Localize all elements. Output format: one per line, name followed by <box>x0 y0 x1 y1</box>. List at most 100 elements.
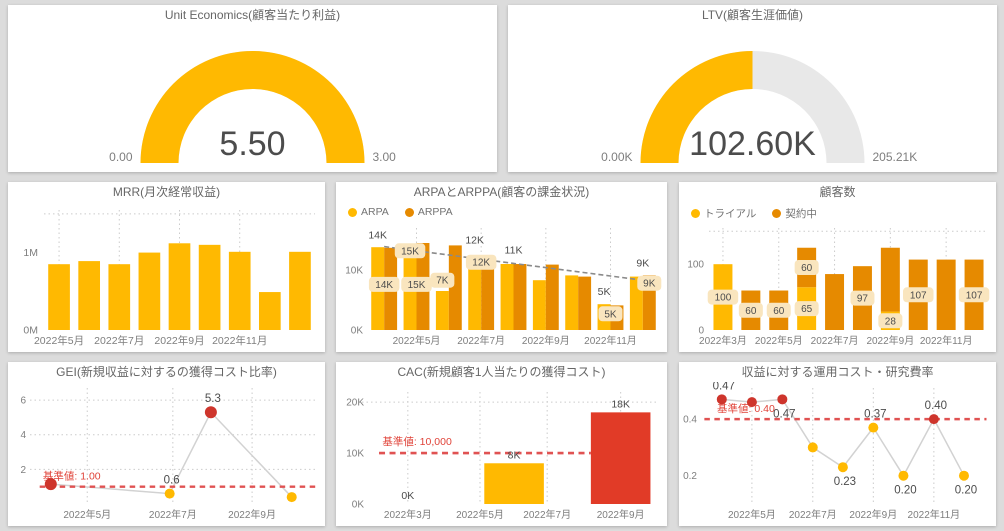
arpa-bar[interactable] <box>468 259 482 330</box>
gauge-value: 5.50 <box>219 125 285 163</box>
x-tick-label: 2022年5月 <box>63 508 111 521</box>
y-tick-label: 0.2 <box>683 471 697 482</box>
data-label: 107 <box>910 290 927 301</box>
mrr-bar[interactable] <box>78 261 101 330</box>
arpa-legend-label: ARPA <box>361 206 389 218</box>
chart-title-customers: 顧客数 <box>819 185 856 199</box>
data-point[interactable] <box>777 394 788 405</box>
mrr-bar[interactable] <box>289 251 311 330</box>
data-point[interactable] <box>807 442 818 453</box>
mrr-bar[interactable] <box>108 264 131 330</box>
chart-title-unit-economics: Unit Economics(顧客当たり利益) <box>164 8 341 22</box>
arppa-bar[interactable] <box>481 260 495 330</box>
cac-bar-chart[interactable]: 2022年3月 2022年5月 2022年7月 2022年9月 0K 10K 20K 基準値:… <box>336 382 667 524</box>
data-label: 14K <box>375 280 393 291</box>
data-point[interactable] <box>868 422 879 433</box>
mrr-bar[interactable] <box>258 292 281 330</box>
data-label-box <box>401 276 432 292</box>
data-point[interactable] <box>898 470 909 481</box>
card-unit-economics: Unit Economics(顧客当たり利益) 5.50 0.00 3.00 <box>8 5 497 172</box>
y-tick-label: 0 <box>698 326 704 337</box>
data-label-box <box>598 306 623 322</box>
legend-item-arpa[interactable]: ARPA <box>348 206 389 218</box>
data-point[interactable] <box>286 492 297 503</box>
threshold-label: 基準値: 10,000 <box>382 435 452 448</box>
series-line <box>50 410 293 498</box>
data-label: 0.37 <box>864 409 886 421</box>
customers-stacked-chart[interactable]: 2022年3月 2022年5月 2022年7月 2022年9月 2022年11月 0 100… <box>679 202 996 350</box>
data-point[interactable] <box>716 394 727 405</box>
data-label: 18K <box>611 398 630 410</box>
arppa-bar[interactable] <box>578 276 592 330</box>
data-label: 65 <box>801 304 813 315</box>
data-label: 11K <box>505 245 523 257</box>
gei-line-chart[interactable]: 2022年5月 2022年7月 2022年9月 2 4 6 基準値: 1.00 0.6 5.3 <box>8 382 325 524</box>
data-point[interactable] <box>44 478 57 491</box>
legend-item-arppa[interactable]: ARPPA <box>404 206 453 218</box>
data-point[interactable] <box>958 470 969 481</box>
ltv-gauge[interactable]: 102.60K 0.00K 205.21K <box>508 25 997 170</box>
mrr-bar[interactable] <box>48 264 70 330</box>
trend-line <box>384 245 643 281</box>
data-label: 12K <box>465 235 484 247</box>
data-label-box <box>637 275 662 291</box>
x-tick-label: 2022年9月 <box>522 334 570 347</box>
arppa-bar[interactable] <box>545 264 559 330</box>
contract-bar-segment[interactable] <box>880 247 900 312</box>
data-label-box <box>794 259 819 275</box>
data-point[interactable] <box>746 397 757 408</box>
y-tick-label: 0K <box>352 500 365 511</box>
mrr-bar[interactable] <box>198 244 221 330</box>
chart-title-arpa-arppa: ARPAとARPPA(顧客の課金状況) <box>413 185 590 199</box>
cac-bar[interactable] <box>484 463 544 504</box>
mrr-bar-chart[interactable]: 2022年5月 2022年7月 2022年9月 2022年11月 0M 1M <box>8 202 325 350</box>
card-customers: 顧客数 トライアル 契約中 2022年3月 2022年5月 2022年7月 2022年… <box>679 182 996 352</box>
x-tick-label: 2022年9月 <box>849 508 897 521</box>
arppa-bar[interactable] <box>448 245 462 330</box>
legend-item-contract[interactable]: 契約中 <box>772 206 817 221</box>
data-point[interactable] <box>164 488 175 499</box>
threshold-label: 基準値: 1.00 <box>43 470 101 483</box>
data-label: 60 <box>801 263 813 274</box>
data-label-box <box>465 254 497 270</box>
arpa-bar[interactable] <box>565 275 579 330</box>
arpa-bar[interactable] <box>500 264 514 330</box>
data-label: 7K <box>436 276 449 287</box>
x-tick-label: 2022年9月 <box>228 508 276 521</box>
arpa-bar[interactable] <box>435 291 449 330</box>
y-tick-label: 0M <box>23 325 38 337</box>
contract-legend-label: 契約中 <box>785 208 817 220</box>
arpa-arppa-chart[interactable]: 2022年5月 2022年7月 2022年9月 2022年11月 0K 10K 14K 14K… <box>336 202 667 350</box>
mrr-bar[interactable] <box>168 243 191 330</box>
unit-economics-gauge[interactable]: 5.50 0.00 3.00 <box>8 25 497 170</box>
data-label: 0.47 <box>773 408 795 420</box>
y-tick-label: 6 <box>20 396 26 407</box>
data-label: 5.3 <box>205 393 221 405</box>
card-gei: GEI(新規収益に対するの獲得コスト比率) 2022年5月 2022年7月 2022… <box>8 362 325 526</box>
cost-ratio-line-chart[interactable]: 2022年5月 2022年7月 2022年9月 2022年11月 0.2 0.4 基準値: … <box>679 382 996 524</box>
contract-bar-segment[interactable] <box>936 259 956 330</box>
y-tick-label: 4 <box>20 430 26 441</box>
data-label: 28 <box>885 316 897 327</box>
chart-title-mrr: MRR(月次経常収益) <box>112 185 221 199</box>
legend-item-trial[interactable]: トライアル <box>691 206 756 221</box>
cac-bar[interactable] <box>590 412 651 504</box>
contract-bar-segment[interactable] <box>825 274 845 330</box>
gauge-arc <box>640 51 753 163</box>
data-point[interactable] <box>204 406 217 419</box>
trial-legend-dot <box>691 209 700 218</box>
mrr-bar[interactable] <box>138 252 161 330</box>
arpa-bar[interactable] <box>532 280 546 330</box>
gauge-max-label: 205.21K <box>873 150 918 164</box>
data-point[interactable] <box>928 414 939 425</box>
data-label: 107 <box>966 290 983 301</box>
data-label: 12K <box>472 258 490 269</box>
chart-title-gei: GEI(新規収益に対するの獲得コスト比率) <box>56 365 277 379</box>
x-tick-label: 2022年3月 <box>699 334 747 347</box>
arppa-legend-dot <box>404 207 414 217</box>
data-label: 0.6 <box>164 475 180 487</box>
x-tick-label: 2022年5月 <box>728 508 776 521</box>
data-point[interactable] <box>837 462 848 473</box>
mrr-bar[interactable] <box>228 251 251 330</box>
arppa-bar[interactable] <box>513 264 527 330</box>
